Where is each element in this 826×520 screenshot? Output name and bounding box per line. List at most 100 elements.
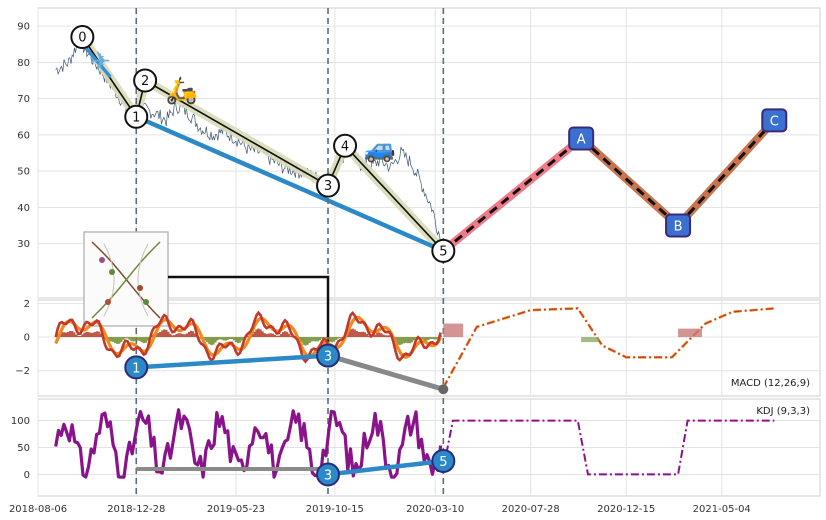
macd-histogram-bar	[124, 337, 127, 339]
macd-histogram-bar	[218, 337, 221, 340]
macd-histogram-bar	[273, 334, 276, 338]
kdj-point-label: 3	[324, 468, 332, 483]
macd-histogram-bar	[331, 337, 334, 343]
macd-histogram-bar	[427, 337, 430, 340]
macd-histogram-bar	[140, 337, 143, 343]
macd-histogram-bar	[290, 335, 293, 338]
macd-histogram-bar	[357, 331, 360, 338]
wave-line	[81, 36, 444, 252]
macd-histogram-bar	[175, 334, 178, 338]
macd-histogram-bar	[169, 334, 172, 338]
macd-projection-line	[442, 307, 775, 388]
projection-label: A	[577, 133, 586, 148]
macd-histogram-bar	[361, 331, 365, 338]
kdj-legend: KDJ (9,3,3)	[756, 406, 810, 417]
macd-histogram-bar	[222, 337, 225, 341]
macd-histogram-bar	[191, 331, 195, 338]
macd-histogram-bar	[398, 337, 401, 346]
macd-histogram-bar	[314, 337, 317, 342]
price-ytick-label: 40	[17, 203, 30, 214]
macd-histogram-bar	[251, 333, 254, 338]
macd-histogram-bar	[312, 337, 315, 342]
macd-histogram-bar	[353, 329, 356, 338]
kdj-point-marker	[431, 448, 456, 473]
macd-histogram-bar	[234, 337, 238, 343]
macd-histogram-bar	[396, 337, 399, 345]
macd-histogram-bar	[435, 337, 438, 340]
macd-projection-histogram	[443, 323, 464, 338]
macd-histogram-bar	[71, 331, 74, 338]
macd-histogram-bar	[228, 337, 231, 340]
macd-histogram-bar	[206, 337, 209, 343]
inset-connector	[168, 275, 330, 356]
inset-sketch	[91, 241, 161, 319]
macd-histogram-bar	[261, 331, 264, 338]
macd-point-label: 3	[324, 350, 332, 365]
macd-histogram-bar	[118, 337, 121, 344]
x-tick-label: 2020-12-15	[597, 504, 655, 515]
macd-histogram-bar	[324, 337, 328, 339]
macd-histogram-bar	[216, 337, 219, 341]
x-tick-label: 2019-05-23	[207, 504, 265, 515]
macd-histogram-bar	[126, 337, 129, 339]
macd-histogram-bar	[241, 337, 244, 341]
macd-histogram-bar	[339, 337, 342, 339]
macd-histogram-bar	[423, 337, 426, 341]
macd-histogram-bar	[257, 328, 260, 338]
price-ytick-label: 90	[17, 22, 30, 33]
macd-histogram-bar	[93, 332, 96, 338]
macd-histogram-bar	[306, 337, 309, 345]
macd-histogram-bar	[433, 337, 436, 340]
price-ytick-label: 30	[17, 239, 30, 250]
macd-histogram-bar	[406, 337, 410, 344]
macd-histogram-bar	[277, 335, 281, 338]
macd-histogram-bar	[238, 337, 242, 343]
macd-divergence-grey-line	[325, 353, 446, 392]
macd-histogram-bar	[87, 332, 90, 338]
macd-histogram-bar	[161, 330, 164, 338]
macd-histogram-bar	[320, 337, 324, 339]
airplane-icon: ✈	[89, 47, 111, 77]
macd-histogram-bar	[75, 334, 78, 338]
macd-histogram-bar	[64, 332, 68, 338]
macd-histogram-bar	[400, 337, 403, 345]
scooter-icon: 🛵	[166, 76, 198, 106]
projection-label: B	[674, 220, 683, 235]
macd-histogram-bar	[112, 337, 115, 342]
macd-histogram-bar	[159, 331, 162, 338]
macd-histogram-bar	[181, 334, 184, 338]
macd-histogram-bar	[316, 337, 319, 342]
macd-histogram-bar	[302, 337, 305, 345]
macd-histogram-bar	[378, 332, 381, 338]
macd-histogram-bar	[335, 337, 338, 340]
macd-histogram-bar	[189, 330, 193, 338]
macd-ytick-label: 0	[24, 333, 30, 344]
x-tick-label: 2018-08-06	[9, 504, 67, 515]
kdj-projection-line	[442, 419, 775, 476]
macd-histogram-bar	[259, 329, 262, 338]
macd-histogram-bar	[220, 337, 223, 340]
macd-histogram-bar	[386, 335, 389, 338]
macd-histogram-bar	[269, 333, 272, 338]
macd-histogram-bar	[193, 333, 197, 338]
inset-stroke	[103, 243, 115, 317]
macd-histogram-bar	[286, 331, 289, 338]
macd-histogram-bar	[77, 335, 80, 338]
macd-histogram-bar	[67, 331, 70, 338]
macd-histogram-bar	[81, 334, 84, 338]
trend-line	[134, 114, 446, 254]
macd-histogram-bar	[79, 335, 82, 338]
macd-histogram-bar	[322, 337, 326, 338]
car-icon: 🚙	[364, 134, 396, 164]
wave-point-marker	[124, 104, 149, 129]
x-tick-label: 2021-05-04	[693, 504, 751, 515]
macd-histogram-bar	[267, 333, 270, 338]
projection-dash	[580, 137, 680, 227]
inset-dot	[143, 299, 149, 305]
macd-histogram-bar	[73, 332, 76, 338]
macd-histogram-bar	[419, 337, 422, 338]
macd-histogram-bar	[404, 337, 407, 343]
macd-histogram-bar	[421, 337, 424, 340]
